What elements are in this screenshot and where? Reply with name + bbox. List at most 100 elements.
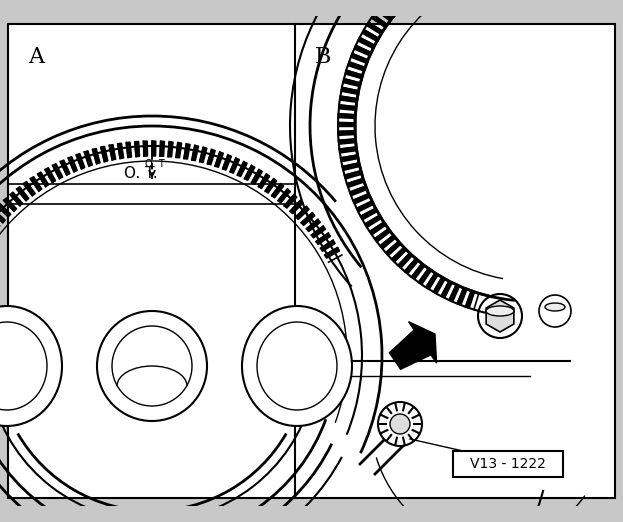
- Polygon shape: [184, 144, 190, 159]
- Ellipse shape: [0, 306, 62, 426]
- Polygon shape: [118, 143, 123, 159]
- Polygon shape: [347, 179, 364, 187]
- Polygon shape: [152, 141, 156, 156]
- Polygon shape: [411, 264, 425, 279]
- Polygon shape: [465, 291, 475, 308]
- Polygon shape: [312, 226, 326, 238]
- Polygon shape: [192, 145, 199, 161]
- Polygon shape: [371, 15, 388, 28]
- Polygon shape: [230, 158, 239, 173]
- Polygon shape: [382, 1, 397, 15]
- Polygon shape: [237, 161, 247, 176]
- Polygon shape: [126, 142, 131, 158]
- Polygon shape: [31, 176, 42, 191]
- Polygon shape: [307, 219, 320, 232]
- Polygon shape: [365, 216, 381, 228]
- Polygon shape: [338, 131, 355, 135]
- Text: V13 - 1222: V13 - 1222: [470, 457, 546, 471]
- Polygon shape: [143, 141, 148, 156]
- Polygon shape: [404, 258, 419, 274]
- Polygon shape: [358, 38, 375, 49]
- Polygon shape: [376, 8, 392, 21]
- Polygon shape: [441, 281, 452, 298]
- Polygon shape: [68, 157, 77, 172]
- Polygon shape: [296, 206, 309, 219]
- Polygon shape: [340, 147, 357, 153]
- Polygon shape: [366, 22, 383, 34]
- Polygon shape: [135, 141, 140, 157]
- Circle shape: [539, 295, 571, 327]
- Polygon shape: [342, 163, 359, 170]
- Polygon shape: [301, 213, 315, 226]
- Polygon shape: [284, 195, 297, 208]
- Polygon shape: [316, 233, 331, 245]
- Polygon shape: [0, 204, 11, 217]
- Circle shape: [390, 414, 410, 434]
- Polygon shape: [361, 208, 378, 220]
- Polygon shape: [37, 172, 49, 187]
- Polygon shape: [176, 143, 182, 158]
- Ellipse shape: [97, 311, 207, 421]
- Polygon shape: [320, 240, 335, 251]
- Ellipse shape: [486, 306, 514, 316]
- Polygon shape: [199, 147, 207, 163]
- Polygon shape: [457, 288, 467, 305]
- Polygon shape: [4, 198, 17, 211]
- Polygon shape: [380, 235, 396, 249]
- Polygon shape: [419, 268, 431, 284]
- Polygon shape: [222, 155, 232, 170]
- Polygon shape: [290, 200, 303, 213]
- Polygon shape: [392, 247, 406, 262]
- Polygon shape: [60, 160, 70, 175]
- Polygon shape: [84, 151, 92, 166]
- Polygon shape: [338, 139, 356, 144]
- Text: O  T: O T: [145, 159, 165, 169]
- Polygon shape: [45, 168, 55, 183]
- Polygon shape: [0, 210, 5, 223]
- Polygon shape: [341, 87, 359, 94]
- Polygon shape: [354, 45, 371, 56]
- Polygon shape: [101, 146, 108, 162]
- Polygon shape: [353, 194, 370, 204]
- Polygon shape: [394, 0, 409, 3]
- Polygon shape: [252, 170, 262, 184]
- Polygon shape: [215, 152, 224, 168]
- Polygon shape: [265, 179, 277, 193]
- Polygon shape: [338, 114, 355, 118]
- Polygon shape: [244, 165, 255, 181]
- Polygon shape: [207, 149, 215, 165]
- Polygon shape: [278, 189, 290, 203]
- Circle shape: [378, 402, 422, 446]
- Polygon shape: [351, 53, 368, 63]
- Polygon shape: [388, 0, 402, 8]
- Polygon shape: [350, 186, 367, 196]
- Polygon shape: [341, 155, 358, 162]
- Polygon shape: [369, 222, 386, 235]
- Polygon shape: [272, 184, 283, 198]
- Polygon shape: [398, 253, 412, 268]
- Polygon shape: [348, 62, 365, 71]
- Polygon shape: [386, 242, 401, 256]
- Polygon shape: [168, 141, 173, 157]
- Polygon shape: [259, 174, 270, 188]
- Polygon shape: [92, 148, 100, 164]
- Polygon shape: [345, 171, 362, 179]
- Bar: [453, 451, 563, 477]
- Polygon shape: [434, 277, 445, 294]
- Ellipse shape: [242, 306, 352, 426]
- Polygon shape: [338, 123, 355, 126]
- Polygon shape: [160, 141, 164, 156]
- Polygon shape: [52, 163, 63, 179]
- Polygon shape: [325, 247, 340, 258]
- Text: B: B: [315, 46, 331, 68]
- Polygon shape: [356, 201, 374, 212]
- Polygon shape: [340, 96, 357, 102]
- Polygon shape: [24, 182, 36, 196]
- Circle shape: [478, 294, 522, 338]
- Polygon shape: [345, 70, 363, 79]
- Polygon shape: [109, 145, 116, 160]
- Polygon shape: [76, 153, 85, 169]
- Polygon shape: [10, 192, 22, 206]
- Polygon shape: [426, 273, 438, 289]
- Polygon shape: [449, 284, 460, 302]
